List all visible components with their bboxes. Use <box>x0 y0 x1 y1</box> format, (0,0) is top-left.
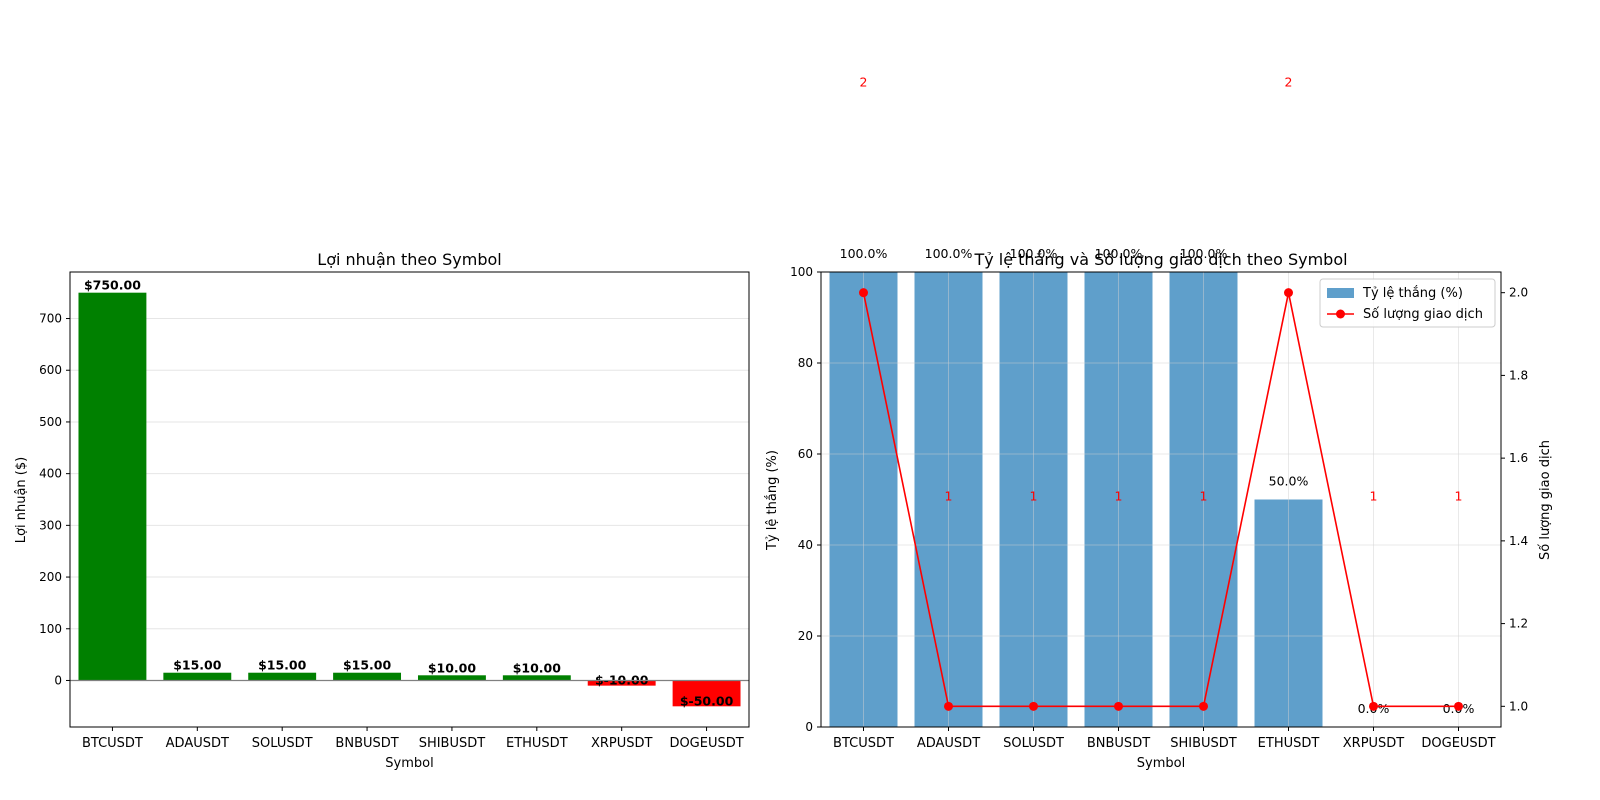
x-tick-label: ETHUSDT <box>1258 736 1320 751</box>
trade-count-marker <box>1284 288 1293 298</box>
y2-tick-label: 1.8 <box>1509 368 1528 382</box>
trade-count-marker <box>944 701 953 711</box>
profit-bar <box>417 675 486 681</box>
profit-bar <box>163 672 232 681</box>
bar-value-label: $10.00 <box>428 660 477 675</box>
x-tick-label: SOLUSDT <box>1003 736 1064 751</box>
trade-count-label: 1 <box>1030 488 1038 503</box>
trade-count-label: 2 <box>860 75 868 90</box>
x-tick-label: DOGEUSDT <box>1421 736 1495 751</box>
bar-value-label: $15.00 <box>173 658 222 673</box>
trade-count-marker <box>1029 701 1038 711</box>
y-tick-label: 300 <box>39 518 62 532</box>
legend-swatch-bar <box>1327 288 1354 298</box>
x-tick-label: DOGEUSDT <box>669 736 743 751</box>
profit-bar <box>248 672 317 681</box>
legend-label-trades: Số lượng giao dịch <box>1363 307 1483 322</box>
trade-count-label: 1 <box>1200 488 1208 503</box>
x-tick-label: SOLUSDT <box>252 736 313 751</box>
y-tick-label: 500 <box>39 415 62 429</box>
x-tick-label: XRPUSDT <box>1343 736 1405 751</box>
x-tick-label: BNBUSDT <box>1087 736 1150 751</box>
x-tick-label: ETHUSDT <box>506 736 568 751</box>
winrate-chart-x-axis-label: Symbol <box>1137 756 1185 771</box>
y-tick-label: 100 <box>39 622 62 636</box>
legend-box <box>1319 278 1496 328</box>
trade-count-label: 1 <box>945 488 953 503</box>
bar-value-label: $750.00 <box>84 278 141 293</box>
legend-label-winrate: Tỷ lệ thắng (%) <box>1362 286 1463 301</box>
winrate-value-label: 100.0% <box>925 246 973 261</box>
profit-chart-plot-area: 0 100 200 300 400 500 600 700 $750.00 BTCUSDT $15.… <box>39 271 750 751</box>
profit-bar <box>78 292 147 681</box>
y2-tick-label: 1.4 <box>1509 534 1528 548</box>
trade-count-marker <box>1114 701 1123 711</box>
y2-tick-label: 1.0 <box>1509 699 1528 713</box>
winrate-value-label: 100.0% <box>1010 246 1058 261</box>
profit-bar <box>502 675 571 681</box>
bar-value-label: $15.00 <box>343 658 392 673</box>
plot-frame <box>69 271 750 728</box>
bar-value-label: $10.00 <box>513 660 562 675</box>
x-tick-label: BTCUSDT <box>833 736 894 751</box>
trade-count-marker <box>1199 701 1208 711</box>
x-tick-label: ADAUSDT <box>917 736 980 751</box>
trade-count-label: 1 <box>1455 488 1463 503</box>
x-tick-label: XRPUSDT <box>591 736 653 751</box>
legend: Tỷ lệ thắng (%) Số lượng giao dịch <box>1319 278 1496 328</box>
bar-value-label: $-50.00 <box>680 693 734 708</box>
legend-swatch-marker <box>1336 309 1345 319</box>
bar-value-label: $15.00 <box>258 658 307 673</box>
x-tick-label: ADAUSDT <box>166 736 229 751</box>
y-tick-label: 400 <box>39 467 62 481</box>
trade-count-label: 2 <box>1285 75 1293 90</box>
y-tick-label: 600 <box>39 363 62 377</box>
profit-bar <box>672 680 741 707</box>
y-tick-label: 200 <box>39 570 62 584</box>
winrate-value-label: 100.0% <box>840 246 888 261</box>
winrate-value-label: 100.0% <box>1180 246 1228 261</box>
y2-tick-label: 1.6 <box>1509 451 1528 465</box>
y-tick-label: 40 <box>798 538 813 552</box>
x-tick-label: BTCUSDT <box>82 736 143 751</box>
y-tick-label: 0 <box>54 673 62 687</box>
y2-tick-label: 1.2 <box>1509 617 1528 631</box>
y-tick-label: 60 <box>798 447 813 461</box>
winrate-value-label: 100.0% <box>1095 246 1143 261</box>
trade-count-line <box>862 292 1459 708</box>
trade-count-marker <box>1454 701 1463 711</box>
x-tick-label: SHIBUSDT <box>1170 736 1237 751</box>
x-tick-label: SHIBUSDT <box>419 736 486 751</box>
profit-chart-title: Lợi nhuận theo Symbol <box>317 250 501 269</box>
profit-chart-y-axis-label: Lợi nhuận ($) <box>14 457 29 543</box>
y-tick-label: 100 <box>790 265 813 279</box>
trade-count-label: 1 <box>1370 488 1378 503</box>
winrate-value-label: 50.0% <box>1269 474 1309 489</box>
y-tick-label: 20 <box>798 629 813 643</box>
winrate-chart: Tỷ lệ thắng và Số lượng giao dịch theo S… <box>765 75 1553 771</box>
profit-bar <box>333 672 402 681</box>
trade-count-label: 1 <box>1115 488 1123 503</box>
y2-tick-label: 2.0 <box>1509 286 1528 300</box>
trade-count-marker <box>1369 701 1378 711</box>
profit-bar <box>587 680 656 686</box>
winrate-chart-y-axis-label: Tỷ lệ thắng (%) <box>765 450 780 551</box>
trade-count-marker <box>859 288 868 298</box>
x-tick-label: BNBUSDT <box>335 736 398 751</box>
profit-chart-x-axis-label: Symbol <box>385 756 433 771</box>
y-tick-label: 0 <box>805 720 813 734</box>
plot-frame <box>820 271 1502 728</box>
winrate-chart-right-axis-label: Số lượng giao dịch <box>1538 440 1553 560</box>
y-tick-label: 700 <box>39 312 62 326</box>
y-tick-label: 80 <box>798 356 813 370</box>
profit-chart: Lợi nhuận theo Symbol Symbol Lợi nhuận (… <box>14 250 750 771</box>
winrate-chart-title: Tỷ lệ thắng và Số lượng giao dịch theo S… <box>973 250 1347 269</box>
winrate-chart-plot-area: 0 20 40 60 80 100 BTCUSDT ADAUSDT SOLUSDT BNBUSDT… <box>790 75 1528 751</box>
